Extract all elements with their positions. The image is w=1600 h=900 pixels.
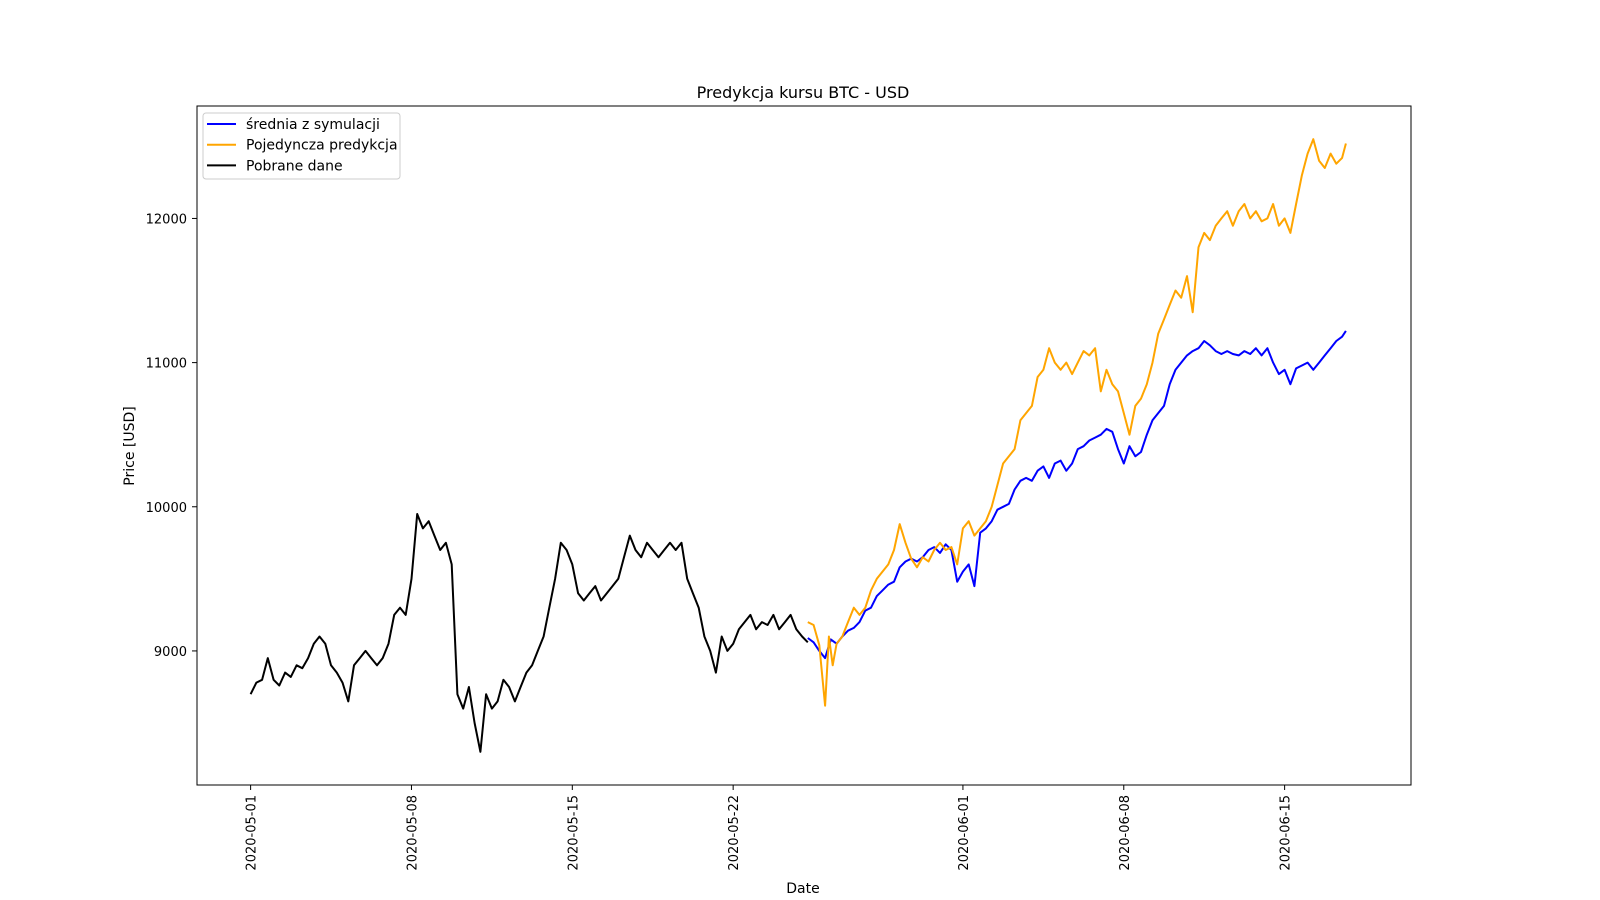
x-tick-label: 2020-05-15 [566,795,581,871]
legend-frame [202,112,401,180]
chart-title: Predykcja kursu BTC - USD [697,83,910,102]
legend: średnia z symulacji Pojedyncza predykcja P… [202,112,401,180]
legend-label-pojedyncza-predykcja: Pojedyncza predykcja [246,138,398,154]
x-tick-label: 2020-05-22 [727,795,742,871]
y-axis-label: Price [USD] [122,406,138,485]
legend-label-srednia-z-symulacji: średnia z symulacji [246,117,380,133]
series-line-pobrane-dane [249,513,809,753]
plot-area-frame [196,105,1412,786]
y-axis: 9000 10000 11000 12000 [146,212,197,660]
plot-lines [249,138,1347,753]
y-tick-label: 12000 [146,212,187,227]
x-tick-label: 2020-06-15 [1279,795,1294,871]
series-line-pojedyncza-predykcja [807,138,1347,707]
x-tick-label: 2020-06-01 [957,795,972,871]
y-tick-label: 9000 [154,645,187,660]
x-tick-label: 2020-05-08 [406,795,421,871]
x-axis: 2020-05-01 2020-05-08 2020-05-15 2020-05-22… [245,785,1294,871]
x-axis-label: Date [786,881,819,897]
series-line-srednia-z-symulacji [807,330,1347,660]
x-tick-label: 2020-06-08 [1118,795,1133,871]
legend-label-pobrane-dane: Pobrane dane [246,158,343,174]
y-tick-label: 10000 [146,501,187,516]
x-tick-label: 2020-05-01 [245,795,260,871]
y-tick-label: 11000 [146,357,187,372]
